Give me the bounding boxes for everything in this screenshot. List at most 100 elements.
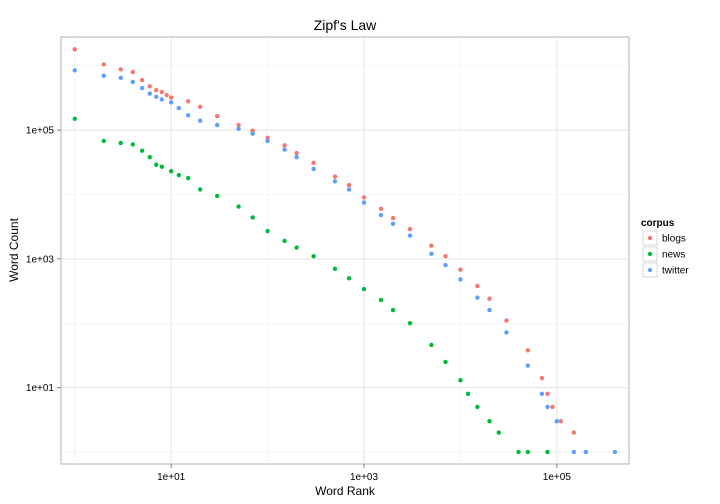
data-point-blogs: [390, 215, 396, 221]
data-point-news: [214, 193, 220, 199]
data-point-news: [250, 215, 255, 220]
data-point-blogs: [236, 122, 241, 128]
legend-key-blogs: [647, 235, 653, 241]
data-point-news: [378, 297, 384, 303]
x-tick-label: 1e+03: [350, 472, 379, 483]
data-point-blogs: [198, 104, 203, 110]
data-point-blogs: [539, 375, 545, 381]
data-points: [72, 47, 618, 455]
data-point-twitter: [294, 154, 299, 160]
legend-label-news: news: [662, 250, 685, 261]
data-point-news: [282, 238, 287, 244]
legend-label-twitter: twitter: [662, 266, 689, 277]
data-point-news: [516, 449, 521, 455]
grid-minor: [61, 37, 629, 464]
data-point-blogs: [475, 283, 480, 289]
data-point-twitter: [407, 233, 413, 238]
data-point-blogs: [378, 206, 384, 211]
legend: corpus blogs news twitter: [641, 218, 689, 278]
data-point-twitter: [72, 68, 77, 73]
data-point-twitter: [198, 118, 203, 123]
data-point-blogs: [214, 113, 220, 119]
legend-key-news: [647, 251, 653, 257]
data-point-blogs: [159, 89, 165, 95]
data-point-blogs: [558, 419, 564, 424]
data-point-twitter: [443, 262, 448, 268]
data-point-blogs: [185, 99, 191, 104]
data-point-blogs: [147, 84, 152, 89]
series-news: [72, 116, 550, 455]
data-point-twitter: [130, 79, 136, 85]
data-point-blogs: [118, 67, 123, 72]
data-point-blogs: [550, 404, 555, 410]
data-point-news: [496, 430, 502, 435]
data-point-twitter: [378, 212, 384, 218]
data-point-twitter: [101, 73, 106, 78]
y-axis-label: Word Count: [7, 217, 21, 281]
data-point-news: [525, 449, 531, 455]
data-point-twitter: [118, 75, 123, 81]
data-point-news: [265, 228, 270, 234]
data-point-twitter: [504, 330, 509, 335]
data-point-twitter: [168, 100, 174, 105]
data-point-blogs: [545, 391, 550, 397]
data-point-blogs: [168, 95, 174, 100]
x-tick-label: 1e+05: [543, 472, 572, 483]
data-point-twitter: [332, 179, 338, 184]
data-point-twitter: [139, 85, 145, 91]
data-point-twitter: [554, 419, 560, 424]
data-point-twitter: [185, 113, 191, 118]
data-point-news: [154, 162, 159, 167]
x-axis-label: Word Rank: [315, 484, 376, 498]
y-tick-label: 1e+05: [26, 126, 55, 137]
data-point-news: [159, 164, 165, 169]
data-point-twitter: [390, 221, 396, 227]
data-point-twitter: [154, 94, 159, 99]
data-point-news: [101, 138, 106, 144]
data-point-news: [118, 140, 123, 146]
data-point-news: [465, 391, 471, 397]
data-point-news: [458, 378, 463, 383]
data-point-twitter: [265, 138, 270, 144]
data-point-twitter: [429, 251, 434, 256]
x-axis-ticks: 1e+01 1e+03 1e+05: [157, 464, 571, 483]
data-point-news: [429, 342, 434, 348]
data-point-twitter: [176, 105, 182, 111]
data-point-twitter: [346, 187, 352, 192]
data-point-blogs: [282, 143, 287, 148]
data-point-blogs: [525, 348, 531, 353]
chart-title: Zipf's Law: [314, 17, 377, 33]
data-point-news: [487, 419, 492, 424]
legend-title: corpus: [641, 218, 675, 229]
data-point-news: [443, 359, 448, 365]
data-point-news: [407, 321, 413, 326]
data-point-blogs: [154, 87, 159, 93]
data-point-twitter: [147, 91, 152, 96]
data-point-blogs: [458, 267, 463, 272]
data-point-news: [311, 254, 316, 259]
data-point-news: [168, 169, 174, 174]
data-point-news: [176, 172, 182, 178]
data-point-twitter: [159, 97, 165, 102]
data-point-blogs: [250, 128, 255, 133]
data-point-news: [139, 148, 145, 153]
data-point-twitter: [475, 295, 480, 300]
data-point-twitter: [612, 449, 618, 455]
data-point-twitter: [236, 126, 241, 131]
legend-items: blogs news twitter: [642, 230, 689, 278]
data-point-blogs: [130, 69, 136, 75]
data-point-twitter: [583, 449, 589, 455]
data-point-blogs: [346, 182, 352, 188]
data-point-blogs: [443, 254, 448, 259]
data-point-blogs: [504, 318, 509, 323]
data-point-twitter: [250, 131, 255, 136]
data-point-blogs: [164, 92, 169, 98]
data-point-twitter: [539, 391, 545, 397]
data-point-news: [294, 245, 299, 250]
legend-key-twitter: [647, 267, 653, 273]
data-point-twitter: [545, 404, 550, 410]
data-point-blogs: [139, 77, 145, 83]
legend-label-blogs: blogs: [662, 234, 686, 245]
y-axis-ticks: 1e+01 1e+03 1e+05: [26, 126, 61, 394]
